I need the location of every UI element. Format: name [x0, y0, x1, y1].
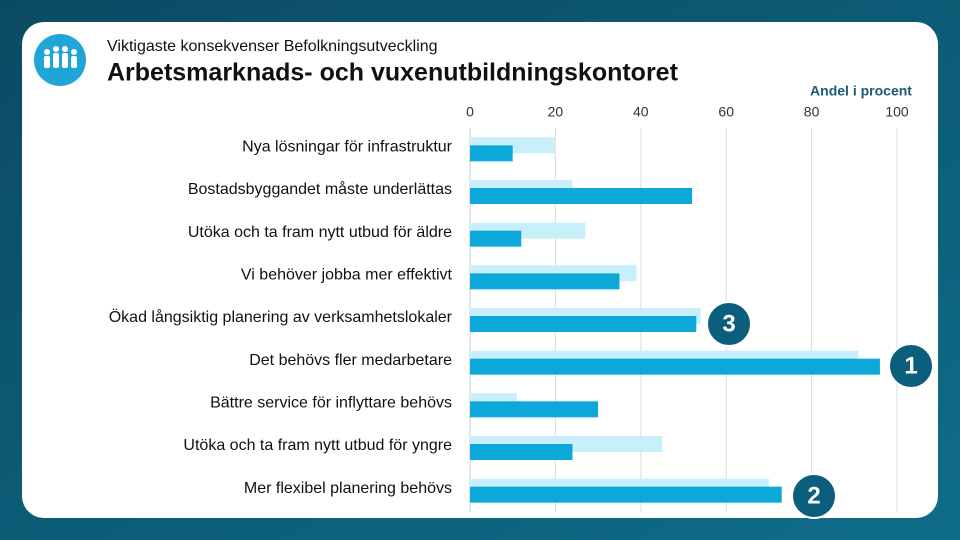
bar	[470, 401, 599, 418]
x-tick-label: 0	[466, 104, 474, 120]
badge-label: 2	[807, 482, 820, 509]
x-tick-label: 60	[718, 104, 734, 120]
y-tick-label: Nya lösningar för infrastruktur	[242, 139, 453, 156]
bar	[470, 444, 573, 460]
x-tick-label: 100	[885, 104, 909, 120]
badge-label: 1	[904, 352, 917, 379]
title: Arbetsmarknads- och vuxenutbildningskont…	[107, 59, 679, 87]
bar	[470, 188, 693, 204]
badge	[706, 301, 752, 347]
plot: 0 20 40 60 80 100 Nya lösningar för infrastruk…	[109, 104, 934, 519]
subtitle: Viktigaste konsekvenser Befolkningsutvec…	[107, 38, 438, 55]
badge	[888, 343, 934, 389]
y-tick-label: Bostadsbyggandet måste underlättas	[188, 180, 452, 198]
bar	[470, 358, 880, 375]
badge-label: 3	[722, 310, 735, 337]
axis-label: Andel i procent	[810, 83, 912, 99]
y-tick-label: Bättre service för inflyttare behövs	[210, 395, 452, 412]
y-tick-label: Ökad långsiktig planering av verksamhets…	[109, 308, 453, 326]
y-tick-label: Utöka och ta fram nytt utbud för äldre	[188, 224, 452, 241]
x-tick-label: 20	[548, 104, 564, 120]
logo	[34, 34, 86, 86]
bar	[470, 316, 697, 332]
bar	[470, 145, 513, 162]
y-tick-label: Utöka och ta fram nytt utbud för yngre	[183, 437, 452, 454]
bar	[470, 486, 782, 503]
badge	[791, 473, 837, 519]
bar	[470, 273, 620, 290]
x-tick-label: 80	[804, 104, 820, 120]
y-tick-label: Det behövs fler medarbetare	[249, 352, 452, 369]
bar	[470, 230, 522, 247]
y-tick-label: Mer flexibel planering behövs	[244, 480, 452, 497]
x-tick-label: 40	[633, 104, 649, 120]
y-tick-label: Vi behöver jobba mer effektivt	[241, 267, 453, 284]
